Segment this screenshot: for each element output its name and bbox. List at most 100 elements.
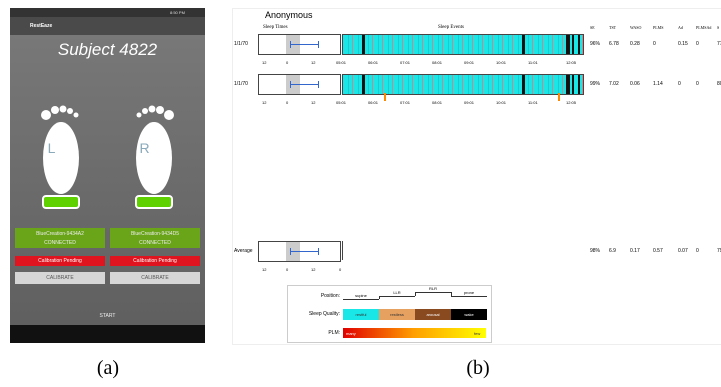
event-tick: 06:01 xyxy=(368,60,378,65)
quality-name: arousal xyxy=(415,312,451,317)
event-tick: 10:01 xyxy=(496,100,506,105)
position-riser xyxy=(379,296,380,299)
stat-value: 0 xyxy=(696,41,699,47)
stat-value: 6.9 xyxy=(609,248,616,254)
sensor-status: CONNECTED xyxy=(110,240,200,246)
event-tick: 05:01 xyxy=(336,60,346,65)
position-name: prone xyxy=(451,290,487,295)
stat-header: S xyxy=(717,25,719,30)
caption: (a) xyxy=(88,357,128,380)
position-riser xyxy=(415,292,416,296)
time-whisker xyxy=(290,44,318,45)
row-label: 1/1/70 xyxy=(234,81,248,87)
quality-name: restless xyxy=(379,312,415,317)
stat-value: 96% xyxy=(590,41,600,47)
calibrate-label[interactable]: CALIBRATE xyxy=(15,275,105,281)
event-tick: 09:01 xyxy=(464,60,474,65)
calibrate-label[interactable]: CALIBRATE xyxy=(110,275,200,281)
report-title: Anonymous xyxy=(265,10,313,20)
stat-value: 0.17 xyxy=(630,248,640,254)
event-bar xyxy=(342,74,584,95)
stat-header: SE xyxy=(590,25,595,30)
plm-end: few xyxy=(474,331,480,336)
wake-mark xyxy=(522,75,525,94)
stat-value: 6.78 xyxy=(609,41,619,47)
time-tick: 0 xyxy=(286,100,288,105)
stat-header: PLMS xyxy=(653,25,663,30)
calibration-text: Calibration Pending xyxy=(15,258,105,264)
stat-value: 99% xyxy=(590,81,600,87)
time-tick: 0 xyxy=(286,60,288,65)
plm-gradient xyxy=(343,328,486,338)
header: Sleep Times xyxy=(263,25,288,30)
stat-value: 77 xyxy=(717,41,721,47)
stat-header: Ad xyxy=(678,25,683,30)
wake-mark xyxy=(566,35,570,54)
start-button[interactable]: START xyxy=(10,313,205,319)
position-step xyxy=(451,296,487,297)
wake-mark xyxy=(566,75,570,94)
stat-value: 0 xyxy=(696,81,699,87)
time-whisker xyxy=(290,251,318,252)
quality-name: restful xyxy=(343,312,379,317)
position-name: supine xyxy=(343,293,379,298)
stat-value: 0 xyxy=(678,81,681,87)
stat-header: TST xyxy=(609,25,616,30)
row-label: 1/1/70 xyxy=(234,41,248,47)
event-tick: 12:05 xyxy=(566,60,576,65)
whisker-end xyxy=(290,41,291,48)
foot-label: R xyxy=(128,140,161,156)
wake-mark xyxy=(578,35,580,54)
time-tick: 0 xyxy=(339,267,341,272)
event-tick: 09:01 xyxy=(464,100,474,105)
stat-value: 1.14 xyxy=(653,81,663,87)
plm-mark xyxy=(384,93,386,101)
stat-header: PLMSAd xyxy=(696,25,711,30)
whisker-end xyxy=(290,248,291,255)
row-label: Average xyxy=(234,248,253,254)
sensor-name: BlueCreation-9434D5 xyxy=(110,231,200,237)
position-step xyxy=(379,296,415,297)
event-bar xyxy=(342,241,343,260)
event-bar xyxy=(342,34,584,55)
wake-mark xyxy=(362,35,365,54)
whisker-end xyxy=(318,81,319,88)
legend-label: Sleep Quality: xyxy=(288,311,340,317)
event-tick: 11:01 xyxy=(528,100,538,105)
event-tick: 11:01 xyxy=(528,60,538,65)
stat-value: 80 xyxy=(717,81,721,87)
event-tick: 10:01 xyxy=(496,60,506,65)
event-tick: 05:01 xyxy=(336,100,346,105)
quality-name: wake xyxy=(451,312,487,317)
calibration-text: Calibration Pending xyxy=(110,258,200,264)
stat-value: 98% xyxy=(590,248,600,254)
event-tick: 12:05 xyxy=(566,100,576,105)
sensor-name: BlueCreation-9434A2 xyxy=(15,231,105,237)
position-name: RLR xyxy=(415,286,451,291)
wake-mark xyxy=(522,35,525,54)
stat-value: 7.02 xyxy=(609,81,619,87)
feet-icons xyxy=(10,8,205,343)
time-tick: 12 xyxy=(311,60,315,65)
position-step xyxy=(415,292,451,293)
sensor-status: CONNECTED xyxy=(15,240,105,246)
caption: (b) xyxy=(458,357,498,380)
event-tick: 08:01 xyxy=(432,100,442,105)
whisker-end xyxy=(290,81,291,88)
time-tick: 12 xyxy=(311,267,315,272)
whisker-end xyxy=(318,41,319,48)
time-whisker xyxy=(290,84,318,85)
time-tick: 12 xyxy=(311,100,315,105)
whisker-end xyxy=(318,248,319,255)
nav-bar xyxy=(10,325,205,343)
plm-mark xyxy=(558,93,560,101)
time-tick: 12 xyxy=(262,100,266,105)
stat-value: 0.57 xyxy=(653,248,663,254)
wake-mark xyxy=(572,35,574,54)
legend-label: Position: xyxy=(300,293,340,299)
wake-mark xyxy=(572,75,574,94)
stat-value: 0.07 xyxy=(678,248,688,254)
event-tick: 06:01 xyxy=(368,100,378,105)
stat-value: 0.15 xyxy=(678,41,688,47)
wake-mark xyxy=(362,75,365,94)
